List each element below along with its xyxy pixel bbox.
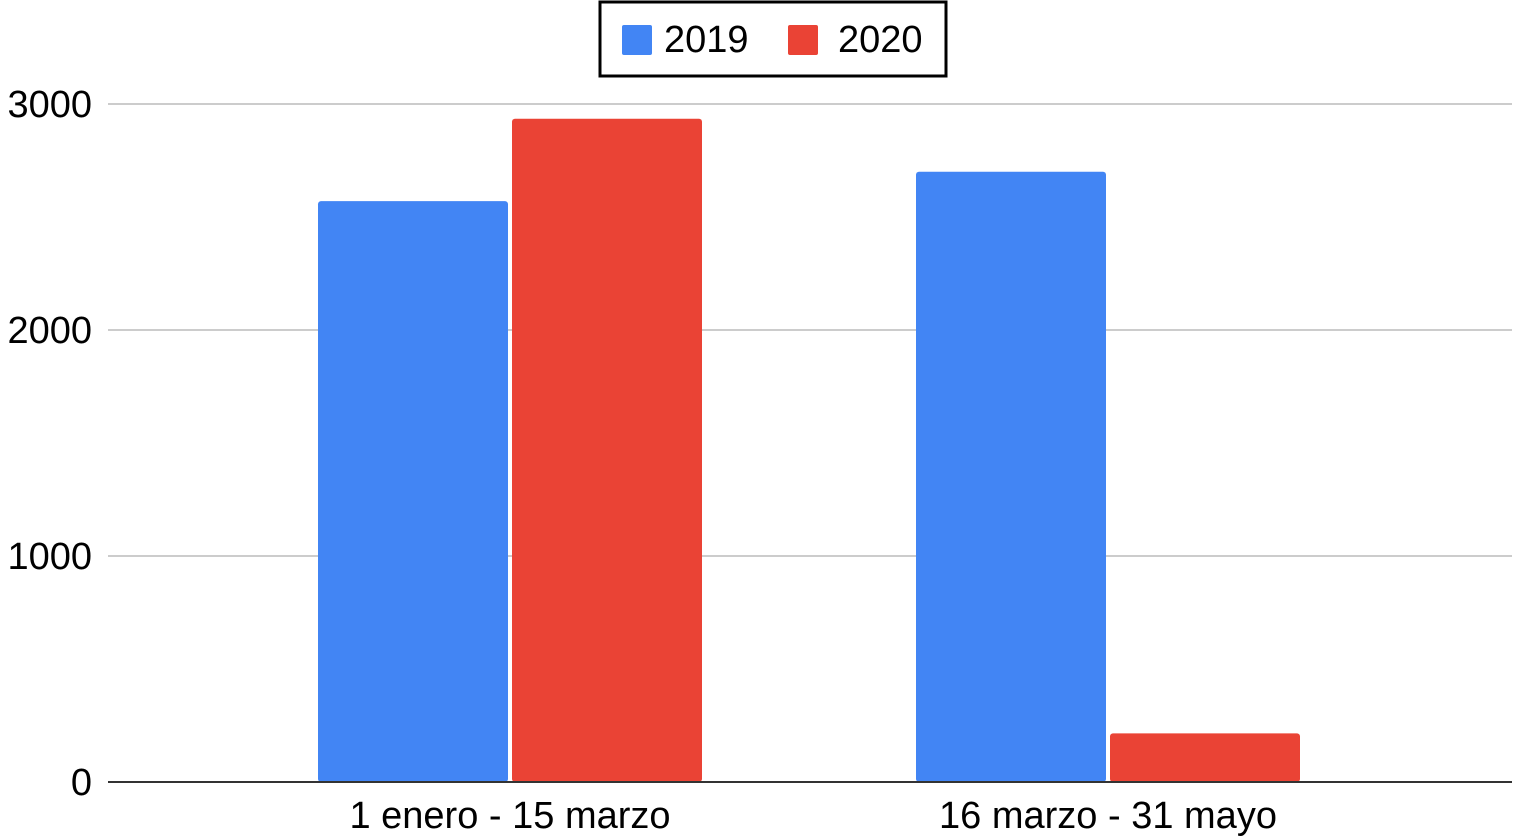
bar-2019-1: [318, 201, 508, 782]
bar-2020-1: [512, 118, 702, 782]
y-tick-label: 2000: [7, 310, 92, 352]
y-tick-label: 1000: [7, 536, 92, 578]
bar-2020-2: [1110, 733, 1300, 782]
bars: [318, 118, 1300, 783]
legend-label: 2020: [838, 19, 923, 61]
legend-label: 2019: [664, 19, 749, 61]
legend: 2019 2020: [598, 0, 948, 78]
bar-2019-2: [916, 171, 1106, 783]
y-axis-tick-labels: 0 1000 2000 3000: [7, 84, 92, 804]
x-tick-label: 16 marzo - 31 mayo: [939, 795, 1277, 837]
legend-swatch-2019: [622, 25, 652, 55]
x-axis-tick-labels: 1 enero - 15 marzo 16 marzo - 31 mayo: [349, 795, 1276, 837]
y-tick-label: 0: [71, 762, 92, 804]
y-tick-label: 3000: [7, 84, 92, 126]
legend-swatch-2020: [788, 25, 818, 55]
legend-frame: [598, 0, 948, 78]
x-tick-label: 1 enero - 15 marzo: [349, 795, 670, 837]
